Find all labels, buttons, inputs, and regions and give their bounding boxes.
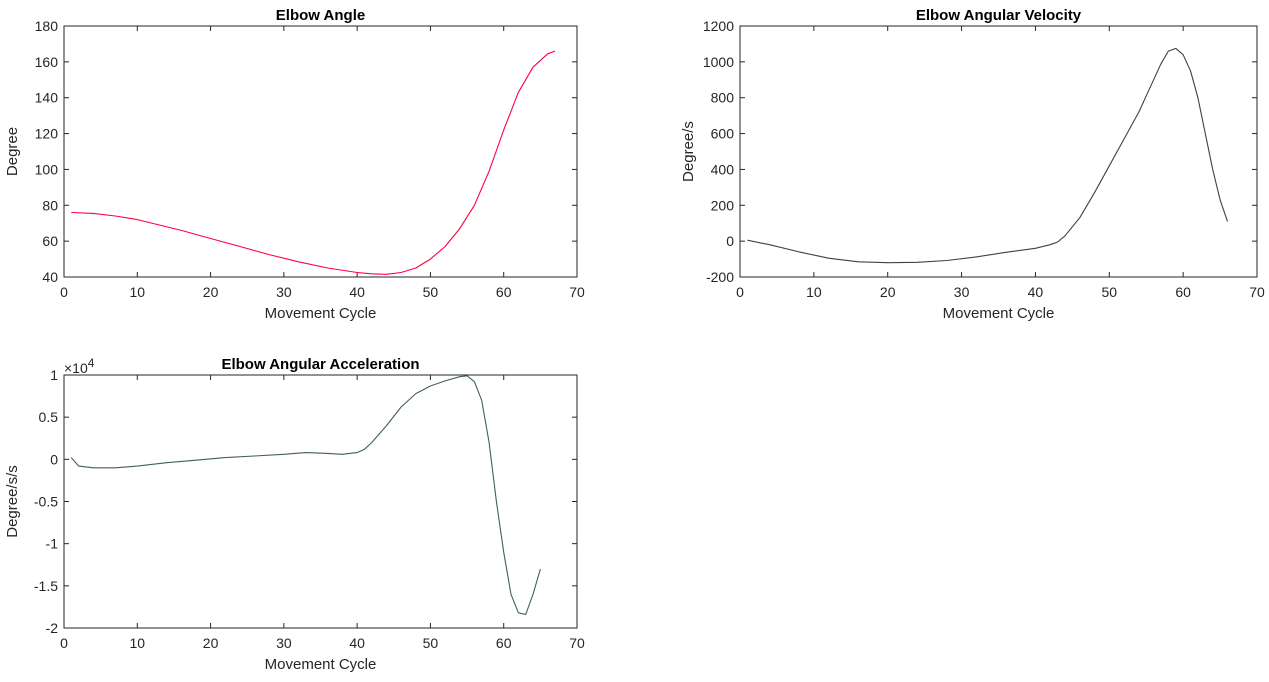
- y-exponent-label: ×104: [64, 356, 95, 376]
- y-tick-label: 140: [35, 90, 59, 106]
- x-tick-label: 30: [276, 284, 292, 300]
- y-tick-label: 200: [711, 197, 735, 213]
- y-tick-label: 160: [35, 54, 59, 70]
- y-tick-label: 80: [42, 197, 58, 213]
- x-tick-label: 10: [129, 284, 145, 300]
- y-axis-label: Degree/s/s: [4, 465, 21, 538]
- plot-area: [63, 25, 578, 278]
- chart-1: 0 10 20 30 40 50 60 70 40 60 80 100 120 140 160 180 Elbo…: [4, 7, 585, 322]
- plot-area: [739, 25, 1258, 278]
- plot-area: [63, 374, 578, 629]
- x-tick-label: 10: [129, 635, 145, 651]
- x-tick-label: 30: [276, 635, 292, 651]
- x-tick-label: 0: [60, 284, 68, 300]
- x-tick-label: 70: [569, 284, 585, 300]
- y-axis-label: Degree: [4, 127, 21, 176]
- chart-2: 0 10 20 30 40 50 60 70-200020040060080010001200…: [680, 7, 1265, 322]
- y-tick-label: 0: [50, 451, 58, 467]
- x-tick-label: 50: [1101, 284, 1117, 300]
- chart-title: Elbow Angular Acceleration: [221, 356, 419, 373]
- y-tick-label: 1: [50, 367, 58, 383]
- x-tick-label: 0: [736, 284, 744, 300]
- x-tick-label: 40: [349, 284, 365, 300]
- x-axis-label: Movement Cycle: [943, 305, 1055, 322]
- y-tick-label: -1.5: [34, 578, 58, 594]
- y-tick-label: 400: [711, 161, 735, 177]
- y-tick-label: 1000: [703, 54, 734, 70]
- chart-title: Elbow Angle: [276, 7, 365, 24]
- y-tick-label: 120: [35, 126, 59, 142]
- y-tick-label: -0.5: [34, 494, 58, 510]
- series-line-1: [70, 375, 541, 616]
- x-tick-label: 0: [60, 635, 68, 651]
- x-tick-label: 40: [1028, 284, 1044, 300]
- x-tick-label: 60: [496, 635, 512, 651]
- y-tick-label: 800: [711, 90, 735, 106]
- x-tick-label: 20: [880, 284, 896, 300]
- y-tick-label: -1: [46, 536, 59, 552]
- chart-3: 0 10 20 30 40 50 60 70 -2 -1.5 -1 -0.5 0 0.5 1 ×104 Elbo…: [4, 356, 585, 673]
- x-tick-label: 20: [203, 284, 219, 300]
- x-tick-label: 70: [569, 635, 585, 651]
- series-line-1: [71, 50, 556, 275]
- x-tick-label: 40: [349, 635, 365, 651]
- y-tick-label: 180: [35, 18, 59, 34]
- series-line-1: [747, 47, 1229, 264]
- chart-title: Elbow Angular Velocity: [916, 7, 1082, 24]
- x-tick-label: 30: [954, 284, 970, 300]
- x-tick-label: 60: [496, 284, 512, 300]
- y-tick-label: 100: [35, 161, 59, 177]
- x-tick-label: 50: [423, 635, 439, 651]
- x-tick-label: 70: [1249, 284, 1265, 300]
- y-tick-label: -2: [46, 620, 59, 636]
- y-tick-label: -200: [706, 269, 734, 285]
- y-exponent-power: 4: [88, 356, 95, 370]
- x-tick-label: 20: [203, 635, 219, 651]
- y-tick-label: 0.5: [39, 409, 59, 425]
- y-tick-label: 600: [711, 126, 735, 142]
- y-tick-label: 1200: [703, 18, 734, 34]
- y-tick-label: 40: [42, 269, 58, 285]
- x-axis-label: Movement Cycle: [265, 305, 377, 322]
- y-tick-label: 60: [42, 233, 58, 249]
- x-tick-label: 50: [423, 284, 439, 300]
- x-tick-label: 60: [1175, 284, 1191, 300]
- x-axis-label: Movement Cycle: [265, 656, 377, 673]
- y-tick-label: 0: [726, 233, 734, 249]
- y-axis-label: Degree/s: [680, 121, 697, 182]
- x-tick-label: 10: [806, 284, 822, 300]
